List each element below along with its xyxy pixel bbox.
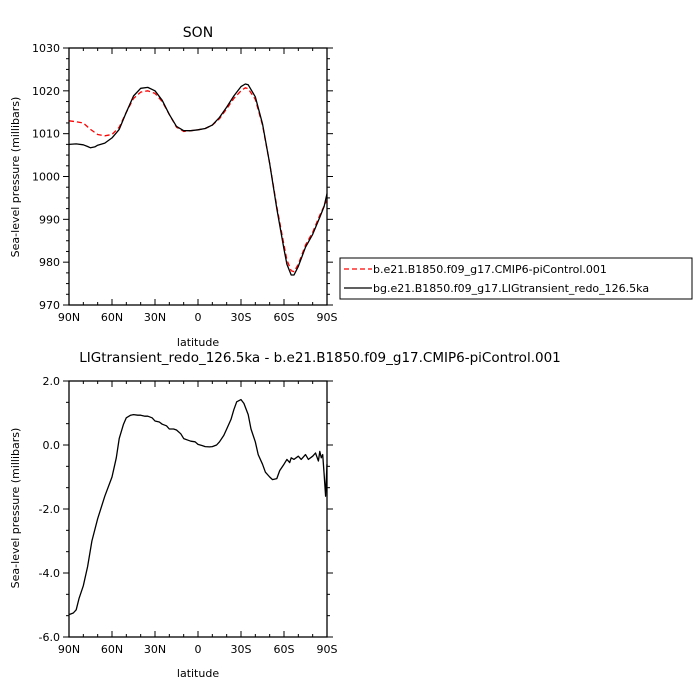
y-axis-ticks: 970 980 990 1000 1010 1020 1030: [32, 42, 333, 312]
y-tick-label: 1010: [32, 128, 60, 141]
y-tick-label: -2.0: [39, 503, 60, 516]
y-axis-label: Sea-level pressure (millibars): [9, 428, 22, 589]
chart-title: LIGtransient_redo_126.5ka - b.e21.B1850.…: [79, 350, 561, 366]
legend: b.e21.B1850.f09_g17.CMIP6-piControl.001 …: [339, 257, 693, 300]
legend-box: [339, 257, 693, 300]
x-tick-label: 60S: [274, 311, 295, 324]
y-tick-label: 990: [39, 213, 60, 226]
plot-frame: [68, 380, 328, 638]
y-tick-label: 2.0: [43, 375, 61, 388]
x-tick-label: 30S: [231, 311, 252, 324]
x-axis-label: latitude: [177, 336, 219, 349]
y-tick-label: 980: [39, 256, 60, 269]
series-lines: [68, 83, 328, 276]
plot-frame: [68, 47, 328, 306]
y-tick-label: -4.0: [39, 567, 60, 580]
x-tick-label: 90N: [58, 311, 80, 324]
legend-label-picontrol: b.e21.B1850.f09_g17.CMIP6-piControl.001: [373, 263, 607, 276]
x-tick-label: 60N: [101, 311, 123, 324]
y-tick-label: 970: [39, 299, 60, 312]
chart-panel-difference: LIGtransient_redo_126.5ka - b.e21.B1850.…: [9, 350, 561, 680]
chart-panel-son: SON Sea-level pressure (millibars) latit…: [9, 25, 338, 349]
x-tick-label: 90S: [317, 311, 338, 324]
x-tick-label: 60N: [101, 643, 123, 656]
y-tick-label: 1030: [32, 42, 60, 55]
x-tick-label: 0: [195, 643, 202, 656]
x-tick-label: 30N: [144, 643, 166, 656]
legend-label-ligtransient: bg.e21.B1850.f09_g17.LIGtransient_redo_1…: [373, 282, 649, 295]
x-axis-ticks: 90N 60N 30N 0 30S 60S 90S: [58, 48, 338, 324]
chart-title: SON: [183, 25, 213, 41]
x-tick-label: 0: [195, 311, 202, 324]
series-line-1: [68, 83, 328, 276]
x-tick-label: 30S: [231, 643, 252, 656]
y-tick-label: 1020: [32, 85, 60, 98]
x-tick-label: 30N: [144, 311, 166, 324]
series-lines: [68, 398, 328, 616]
x-tick-label: 90N: [58, 643, 80, 656]
x-axis-ticks: 90N 60N 30N 0 30S 60S 90S: [58, 381, 338, 656]
y-tick-label: -6.0: [39, 631, 60, 644]
series-line-0: [68, 87, 328, 273]
y-axis-label: Sea-level pressure (millibars): [9, 97, 22, 258]
series-line-0: [68, 398, 328, 616]
x-axis-label: latitude: [177, 667, 219, 680]
y-tick-label: 0.0: [43, 439, 61, 452]
y-axis-ticks: -6.0 -4.0 -2.0 0.0 2.0: [39, 375, 333, 644]
x-tick-label: 60S: [274, 643, 295, 656]
y-tick-label: 1000: [32, 171, 60, 184]
x-tick-label: 90S: [317, 643, 338, 656]
